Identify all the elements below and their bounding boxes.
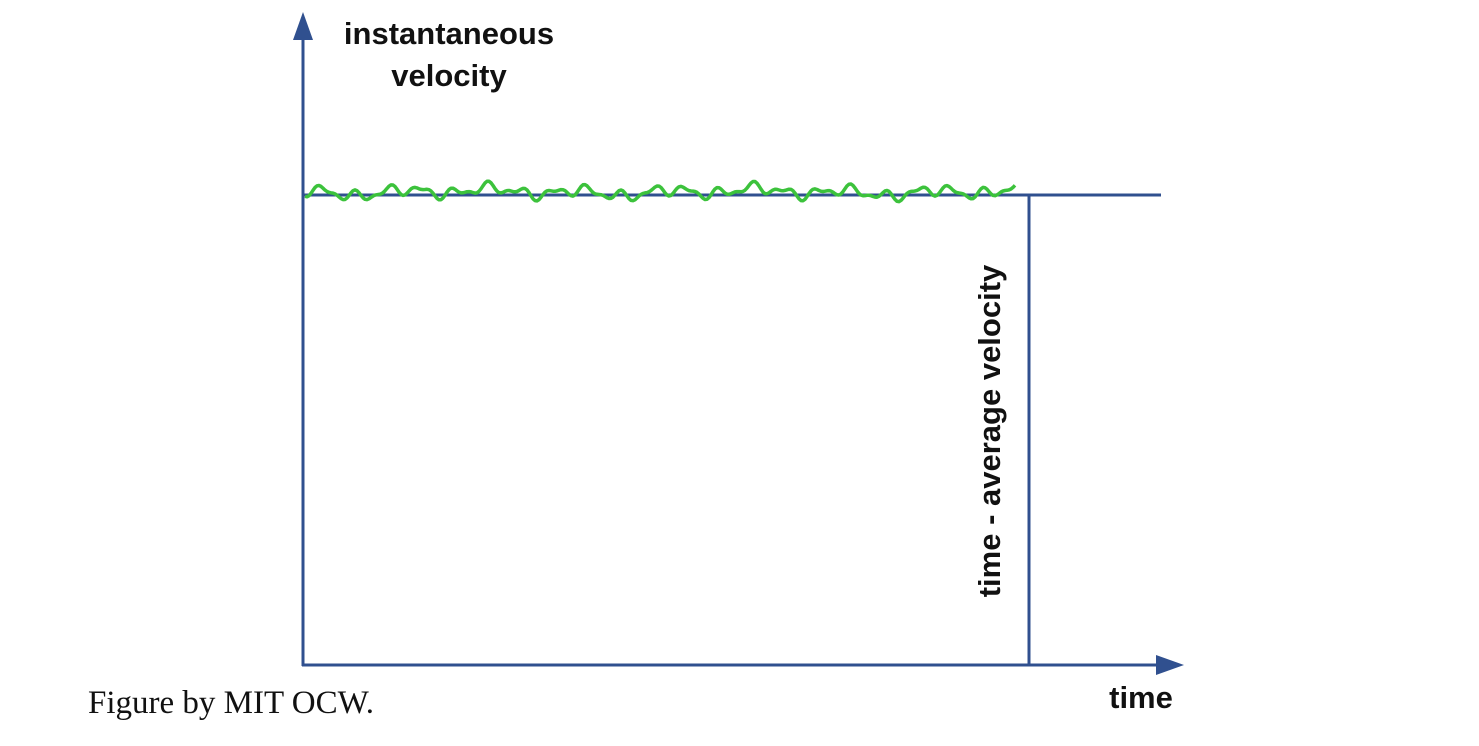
y-axis-arrow <box>293 12 313 40</box>
credit: Figure by MIT OCW. <box>88 685 374 721</box>
average-label: time - average velocity <box>972 264 1007 597</box>
instantaneous-velocity-curve <box>304 179 1017 204</box>
y-axis-label: instantaneous <box>344 16 554 51</box>
y-axis-label: velocity <box>391 58 507 93</box>
x-axis-arrow <box>1156 655 1184 675</box>
x-axis-label: time <box>1109 680 1173 715</box>
